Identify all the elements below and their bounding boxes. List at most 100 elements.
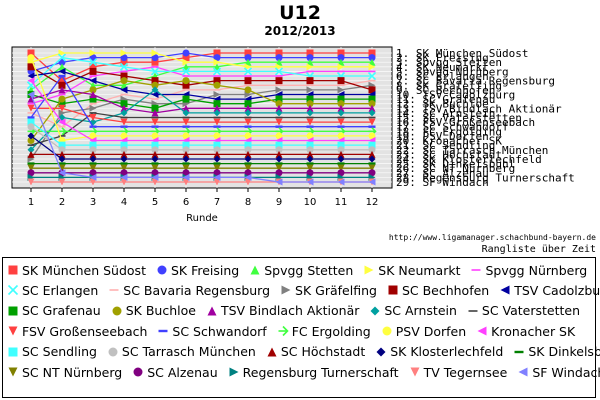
data-point — [368, 49, 376, 57]
data-point — [151, 90, 159, 98]
data-point — [89, 155, 97, 163]
data-point — [89, 86, 97, 94]
data-point — [213, 90, 221, 98]
legend-marker-shape — [133, 367, 143, 377]
data-point — [58, 81, 66, 89]
legend-marker-shape — [157, 265, 167, 275]
data-point — [120, 54, 128, 62]
data-point — [337, 132, 345, 140]
data-point — [120, 100, 128, 108]
legend-marker — [8, 265, 18, 275]
legend-marker — [471, 269, 481, 271]
data-point — [368, 155, 376, 163]
data-point — [213, 125, 221, 128]
data-point — [368, 104, 376, 112]
series-layer — [26, 49, 377, 186]
data-point — [306, 169, 314, 177]
legend-marker — [468, 309, 478, 312]
legend-item: SC Grafenau — [7, 301, 101, 321]
data-point — [275, 118, 283, 126]
legend-item: SC Sendling — [7, 342, 97, 362]
series-19 — [27, 54, 376, 145]
data-point — [368, 162, 376, 165]
data-point — [27, 169, 35, 177]
data-point — [58, 100, 66, 108]
legend-marker — [281, 285, 291, 295]
data-point — [368, 178, 376, 186]
legend-marker-shape — [207, 306, 217, 316]
data-point — [244, 54, 252, 62]
data-point — [57, 53, 67, 62]
legend-label: SC Bavaria Regensburg — [123, 282, 271, 298]
series-line — [30, 112, 372, 146]
data-point — [58, 109, 66, 117]
data-point — [151, 86, 159, 94]
data-point — [213, 162, 221, 165]
data-point — [306, 54, 314, 62]
data-point — [151, 155, 159, 163]
data-point — [244, 109, 252, 117]
data-point — [368, 100, 376, 108]
legend-marker — [8, 306, 18, 316]
data-point — [151, 104, 159, 112]
data-point — [244, 169, 252, 177]
ranking-label: 25. SK Dinkelsbühl — [396, 158, 515, 171]
data-point — [306, 118, 314, 126]
data-point — [151, 141, 159, 149]
data-point — [58, 155, 66, 163]
data-point — [368, 86, 376, 94]
data-point — [151, 118, 159, 126]
data-point — [58, 104, 66, 112]
data-point — [337, 104, 345, 112]
legend-label: SC Grafenau — [22, 303, 101, 319]
legend-item: SC Bavaria Regensburg — [108, 280, 270, 300]
legend-marker — [500, 285, 510, 295]
series-line — [30, 89, 372, 151]
data-point — [27, 118, 35, 126]
series-10 — [27, 67, 376, 103]
legend-item: Regensburg Turnerschaft — [228, 362, 399, 382]
data-point — [181, 67, 191, 76]
data-point — [151, 150, 159, 158]
data-point — [182, 118, 190, 126]
ranking-label: 9. SC Bechhofen — [396, 84, 495, 97]
data-point — [337, 178, 345, 186]
data-point — [182, 77, 190, 85]
data-point — [244, 125, 252, 128]
data-point — [213, 100, 221, 108]
data-point — [120, 164, 128, 172]
data-point — [150, 67, 160, 76]
data-point — [120, 150, 128, 158]
data-point — [89, 162, 97, 165]
series-2 — [27, 49, 376, 75]
data-point — [306, 95, 314, 103]
legend-marker-shape — [388, 285, 398, 295]
ranking-label: 23. SC Höchstadt — [396, 148, 502, 161]
data-point — [88, 58, 98, 67]
data-point — [120, 169, 128, 177]
data-point — [244, 100, 252, 108]
data-point — [58, 169, 66, 177]
data-point — [306, 162, 314, 165]
data-point — [151, 109, 159, 117]
data-point — [120, 49, 128, 57]
x-tick-label: 7 — [214, 197, 220, 208]
data-point — [182, 58, 190, 66]
ranking-label: 20. Kronacher SK — [396, 135, 502, 148]
legend-marker — [109, 289, 119, 292]
data-point — [182, 54, 190, 62]
data-point — [89, 169, 97, 177]
data-point — [244, 86, 252, 94]
data-point — [151, 173, 159, 181]
series-line — [30, 52, 372, 68]
legend-item: SK Buchloe — [111, 301, 196, 321]
data-point — [244, 49, 252, 57]
series-line — [30, 121, 372, 146]
legend-label: SC Alzenau — [147, 364, 218, 380]
legend-item: SK Neumarkt — [363, 260, 460, 280]
data-point — [275, 162, 283, 165]
legend-item: TSV Cadolzburg — [499, 280, 600, 300]
legend-marker-shape — [278, 326, 289, 337]
source-url: http://www.ligamanager.schachbund-bayern… — [388, 233, 596, 242]
data-point — [119, 62, 129, 71]
